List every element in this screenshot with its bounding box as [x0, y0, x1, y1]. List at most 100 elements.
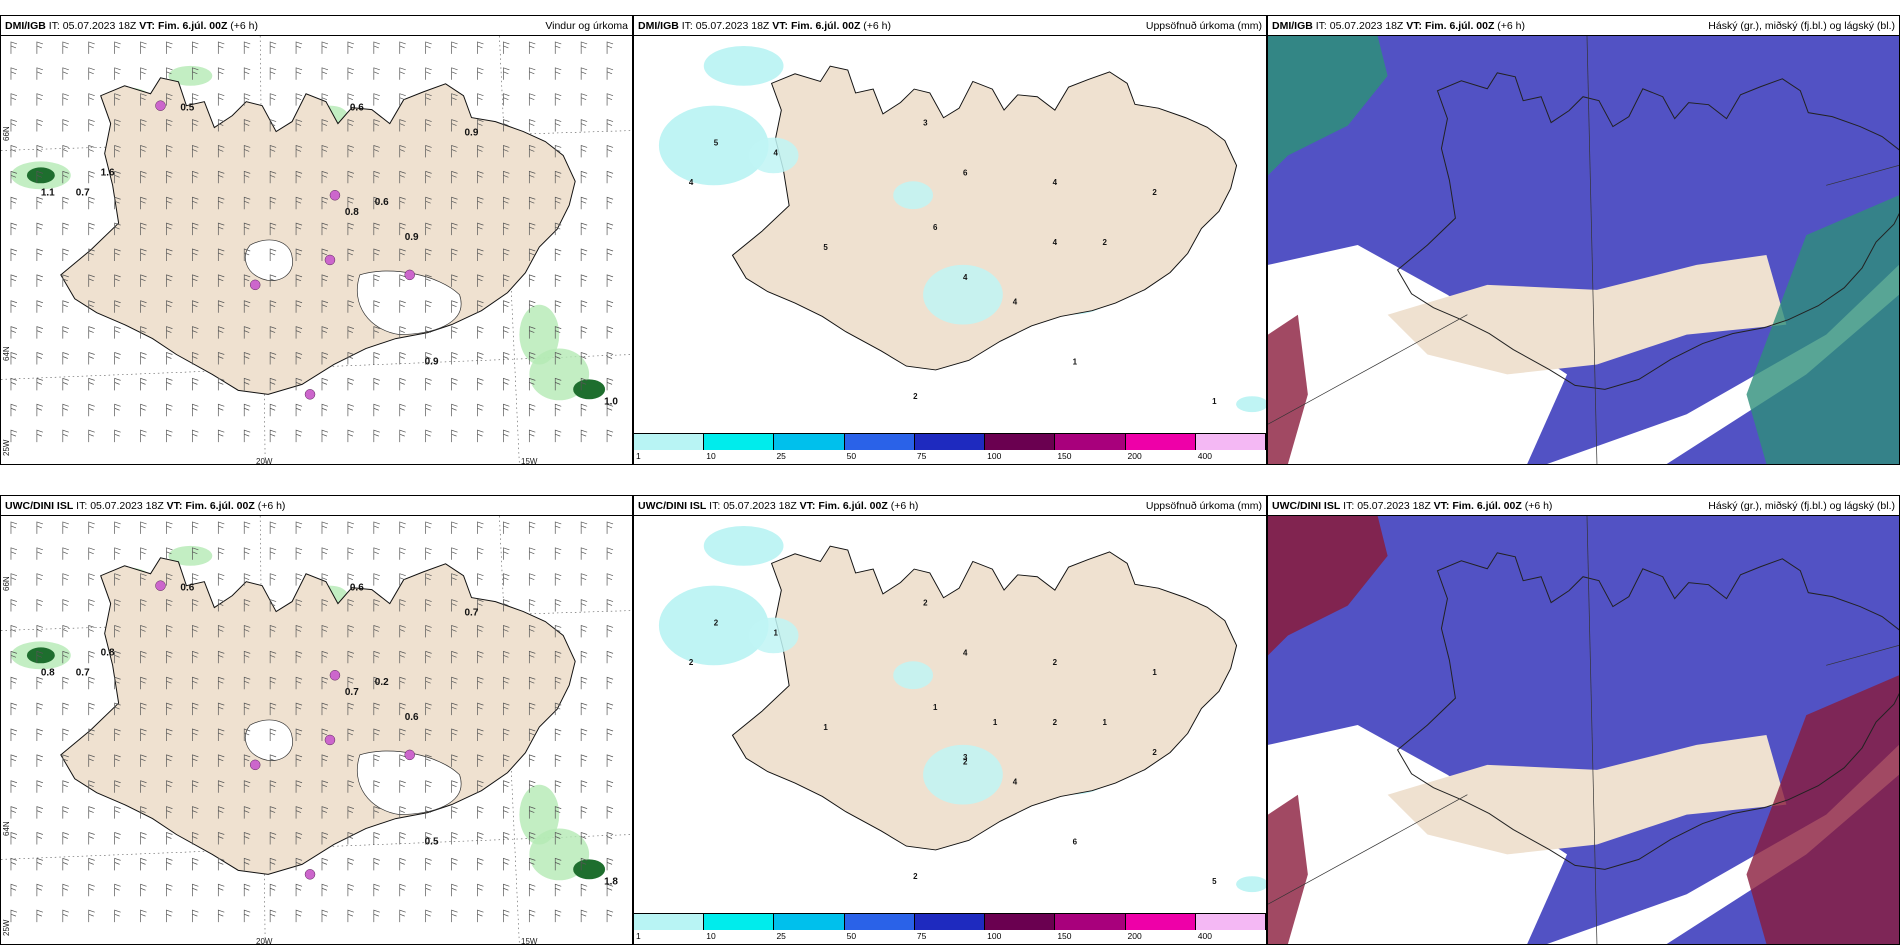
wind-barb — [503, 145, 510, 158]
accum-value-label: 2 — [689, 658, 694, 667]
wind-barb — [140, 702, 147, 716]
wind-barb — [62, 377, 69, 391]
wind-barb — [554, 429, 562, 443]
wind-barb — [606, 857, 614, 871]
wind-barb — [10, 521, 18, 534]
wind-barb — [36, 119, 43, 132]
wind-barb — [62, 248, 69, 261]
colorbar-tick-label: 1 — [636, 451, 641, 461]
wind-barb — [347, 883, 354, 897]
wind-barb — [243, 248, 251, 261]
wind-barb — [269, 728, 277, 741]
vt-value: Fim. 6.júl. 00Z — [818, 500, 888, 512]
wind-barb — [425, 300, 432, 313]
wind-barb — [554, 119, 562, 132]
wind-barb — [88, 521, 95, 534]
wind-barb — [373, 196, 380, 210]
precip-value-label: 0.2 — [375, 677, 389, 688]
wind-barb — [503, 196, 510, 210]
wind-barb — [528, 403, 536, 417]
wind-barb — [528, 599, 536, 612]
wind-barb — [477, 196, 484, 210]
lead-time: (+6 h) — [863, 20, 892, 32]
wind-barb — [373, 702, 380, 716]
wind-barb — [295, 352, 303, 365]
colorbar-swatch — [914, 434, 986, 450]
wind-barb — [243, 93, 251, 106]
wind-barb — [10, 780, 18, 793]
wind-barb — [425, 547, 432, 560]
wind-barb — [243, 145, 251, 158]
wind-barb — [399, 573, 406, 586]
wind-barb — [192, 754, 199, 767]
wind-barb — [347, 93, 354, 106]
colorbar-swatch — [1125, 434, 1196, 450]
wind-barb — [62, 326, 69, 339]
wind-barb — [295, 145, 303, 158]
wind-barb — [243, 573, 251, 586]
wind-barb — [295, 521, 303, 534]
wind-barb — [295, 547, 303, 560]
wind-barb — [88, 300, 95, 313]
wind-barb — [580, 780, 588, 793]
wind-barb — [36, 625, 43, 638]
panel-row2-wind: UWC/DINI ISL IT: 05.07.2023 18Z VT: Fim.… — [0, 495, 633, 945]
wind-barb — [606, 547, 614, 560]
wind-barb — [606, 41, 614, 54]
wind-barb — [373, 521, 380, 534]
wind-barb — [606, 521, 614, 534]
wind-barb — [36, 883, 43, 897]
wind-barb — [321, 521, 329, 534]
precip-value-label: 0.9 — [465, 128, 479, 139]
wind-barb — [114, 702, 121, 716]
wind-barb — [10, 754, 18, 767]
wind-barb — [528, 196, 536, 210]
colorbar-swatch — [704, 434, 775, 450]
it-label: IT: — [1343, 500, 1355, 512]
wind-barb — [36, 728, 43, 741]
clear-sky-area — [1268, 725, 1568, 944]
wind-barb — [62, 754, 69, 767]
wind-barb — [606, 625, 614, 638]
wind-barb — [269, 599, 277, 612]
colorbar-swatch — [634, 434, 705, 450]
wind-map-svg: 0.6 0.6 0.7 0.8 0.7 0.8 0.7 0.2 0.6 0.5 1.8 — [1, 516, 632, 944]
it-label: IT: — [48, 20, 60, 32]
wind-barb — [528, 754, 536, 767]
wind-barb — [243, 429, 251, 443]
wind-barb — [217, 573, 225, 586]
wind-barb — [166, 300, 173, 313]
wind-barb — [114, 119, 121, 132]
wind-barb — [10, 883, 18, 897]
wind-barb — [399, 806, 406, 819]
wind-barb — [88, 119, 95, 132]
wind-barb — [321, 119, 329, 132]
wind-barb — [451, 170, 458, 184]
wind-barb — [36, 222, 43, 236]
wind-barb — [503, 676, 510, 690]
precip-area — [519, 304, 560, 365]
wind-barb — [243, 806, 251, 819]
wind-barb — [321, 377, 329, 391]
wind-barb — [140, 832, 147, 845]
precip-value-label: 0.6 — [180, 583, 194, 594]
wind-barb — [295, 728, 303, 741]
wind-barb — [528, 248, 536, 261]
wind-barb — [166, 573, 173, 586]
wind-barb — [347, 754, 354, 767]
wind-barb — [217, 41, 225, 54]
wind-barb — [243, 599, 251, 612]
wind-barb — [62, 222, 69, 236]
vt-value: Fim. 6.júl. 00Z — [185, 500, 255, 512]
wind-barb — [503, 547, 510, 560]
wind-barb — [217, 196, 225, 210]
wind-barb — [477, 728, 484, 741]
iceland-outline — [1396, 72, 1899, 390]
it-value: 05.07.2023 18Z — [62, 20, 137, 32]
wind-barb — [166, 676, 173, 690]
accum-precip-area — [658, 585, 769, 666]
wind-barb — [451, 599, 458, 612]
wind-barb — [217, 222, 225, 236]
wind-barb — [477, 883, 484, 897]
wind-barb — [477, 326, 484, 339]
